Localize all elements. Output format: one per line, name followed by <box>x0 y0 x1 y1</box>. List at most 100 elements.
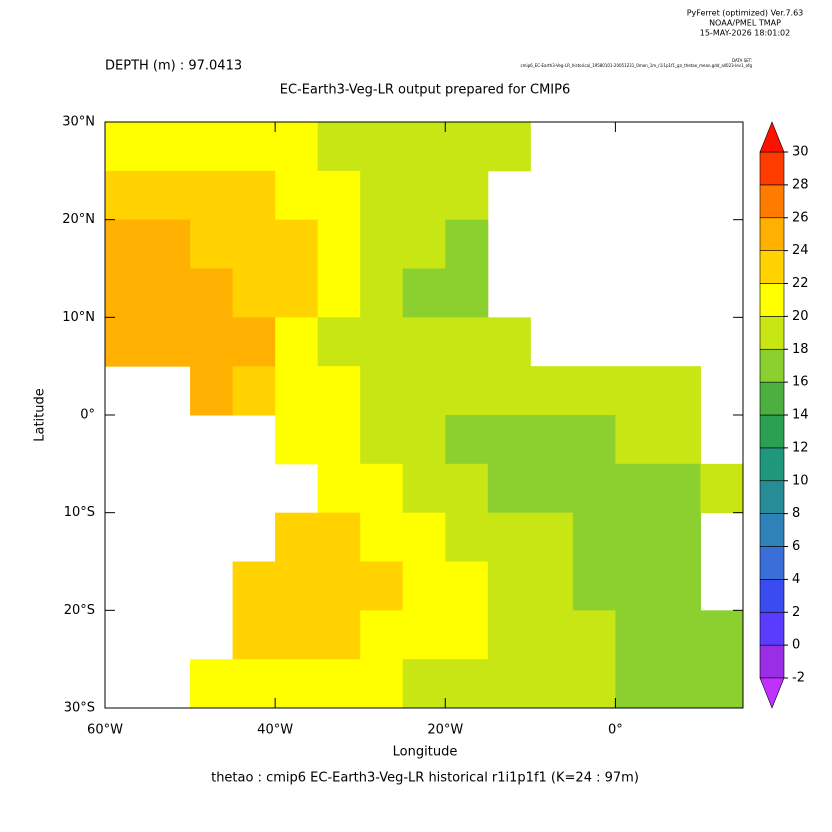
cell <box>317 317 361 367</box>
cell <box>360 268 404 318</box>
cell <box>147 170 191 221</box>
cell <box>360 610 404 660</box>
cell <box>360 122 404 172</box>
cell <box>402 317 446 367</box>
cell <box>615 561 659 611</box>
cell <box>657 561 701 611</box>
cell <box>615 610 659 660</box>
colorbar-label: 28 <box>792 177 809 192</box>
cell <box>700 463 744 514</box>
cell <box>402 463 446 514</box>
cell <box>360 659 404 709</box>
cell <box>700 610 744 660</box>
cell <box>657 366 701 416</box>
cell <box>487 122 531 172</box>
cell <box>572 366 616 416</box>
cell <box>445 170 489 221</box>
cell <box>147 219 191 269</box>
cell <box>615 463 659 514</box>
cell <box>360 170 404 221</box>
cell <box>657 463 701 514</box>
cell <box>317 415 361 465</box>
cell <box>402 170 446 221</box>
cell <box>232 366 276 416</box>
cell <box>317 512 361 562</box>
cell <box>147 122 191 172</box>
cell <box>317 366 361 416</box>
cell <box>147 317 191 367</box>
colorbar-band <box>759 513 785 547</box>
cell <box>700 659 744 709</box>
cell <box>487 512 531 562</box>
cell <box>317 170 361 221</box>
cell <box>402 219 446 269</box>
cell <box>657 659 701 709</box>
cell <box>317 463 361 514</box>
cell <box>190 268 234 318</box>
software-label: PyFerret (optimized) Ver.7.63 <box>687 9 804 18</box>
cell <box>530 512 574 562</box>
colorbar-band <box>759 414 785 449</box>
x-tick-label: 20°W <box>427 723 463 738</box>
colorbar-band <box>759 348 785 383</box>
cell <box>147 268 191 318</box>
cell <box>615 659 659 709</box>
cell <box>275 415 319 465</box>
x-tick-label: 60°W <box>87 723 123 738</box>
cell <box>232 122 276 172</box>
colorbar-under <box>759 677 785 709</box>
colorbar-label: 8 <box>792 506 800 521</box>
colorbar-band <box>759 644 785 679</box>
colorbar-label: -2 <box>792 671 805 686</box>
cell <box>445 512 489 562</box>
cell <box>190 122 234 172</box>
timestamp: 15-MAY-2026 18:01:02 <box>700 29 790 38</box>
cell <box>275 268 319 318</box>
cell <box>445 122 489 172</box>
cell <box>190 659 234 709</box>
colorbar-over <box>759 121 785 153</box>
cell <box>232 659 276 709</box>
cell <box>317 561 361 611</box>
y-tick-label: 10°N <box>62 310 95 325</box>
cell <box>530 415 574 465</box>
cell <box>402 366 446 416</box>
colorbar-label: 16 <box>792 375 809 390</box>
colorbar-band <box>759 546 785 580</box>
cell <box>487 659 531 709</box>
colorbar-label: 10 <box>792 473 809 488</box>
colorbar-band <box>759 217 785 251</box>
cell <box>105 122 149 172</box>
cell <box>445 463 489 514</box>
x-tick-label: 40°W <box>257 723 293 738</box>
cell <box>572 610 616 660</box>
cell <box>615 366 659 416</box>
cell <box>190 219 234 269</box>
cell <box>572 659 616 709</box>
y-tick-label: 20°S <box>64 603 95 618</box>
heatmap <box>105 122 744 709</box>
cell <box>232 317 276 367</box>
y-tick-label: 10°S <box>64 505 95 520</box>
cell <box>615 415 659 465</box>
colorbar-label: 6 <box>792 539 800 554</box>
lab-label: NOAA/PMEL TMAP <box>709 19 781 28</box>
cell <box>402 268 446 318</box>
colorbar-label: 14 <box>792 408 809 423</box>
colorbar-label: 4 <box>792 572 800 587</box>
cell <box>445 415 489 465</box>
x-tick-label: 0° <box>608 723 623 738</box>
colorbar-label: 2 <box>792 605 800 620</box>
cell <box>657 610 701 660</box>
cell <box>360 512 404 562</box>
cell <box>275 659 319 709</box>
colorbar-label: 22 <box>792 276 809 291</box>
cell <box>190 317 234 367</box>
colorbar-band <box>759 316 785 350</box>
cell <box>572 512 616 562</box>
colorbar-band <box>759 611 785 646</box>
cell <box>275 219 319 269</box>
cell <box>402 659 446 709</box>
cell <box>572 463 616 514</box>
